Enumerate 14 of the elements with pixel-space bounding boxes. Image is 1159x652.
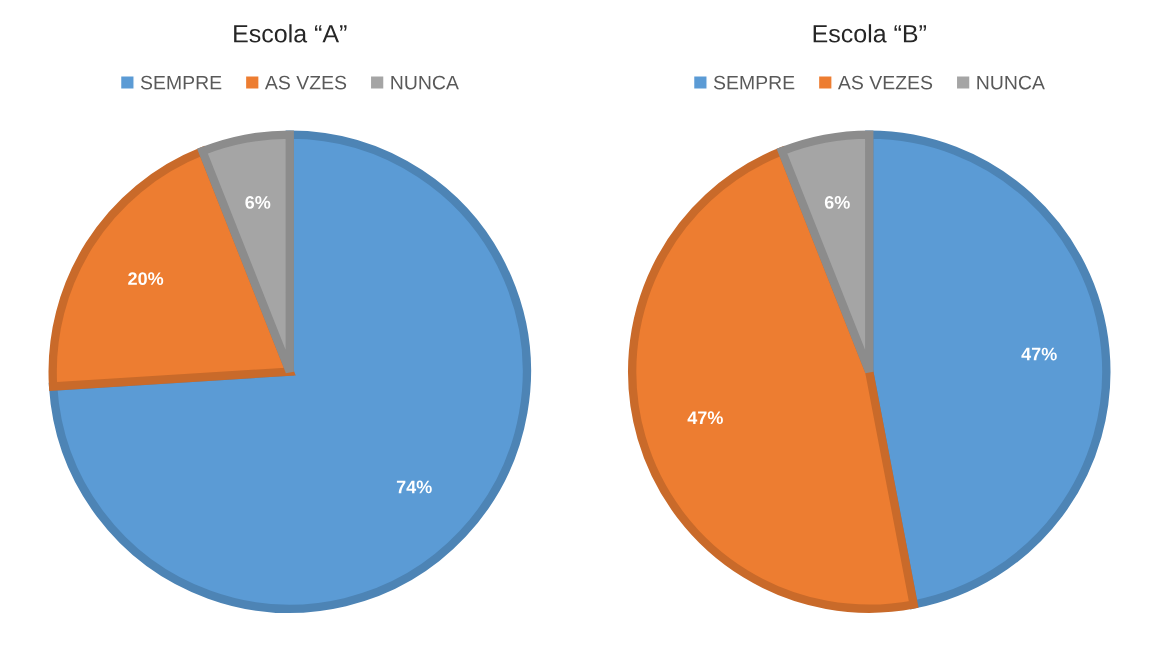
legend-label: NUNCA	[977, 75, 1045, 90]
legend-label: SEMPRE	[713, 75, 795, 90]
legend-label: SEMPRE	[140, 75, 222, 90]
data-label: 47%	[1021, 347, 1057, 361]
data-label: 47%	[687, 411, 723, 425]
data-label: 20%	[128, 272, 164, 286]
data-label: 74%	[396, 480, 432, 494]
legend-label: NUNCA	[391, 75, 459, 90]
data-label: 6%	[824, 196, 850, 209]
legend-label: AS VEZES	[837, 75, 933, 90]
chart-title: Escola “B”	[813, 24, 926, 43]
chart-title: Escola “A”	[234, 24, 347, 43]
legend-label: AS VZES	[264, 75, 347, 90]
data-label: 6%	[245, 196, 271, 209]
